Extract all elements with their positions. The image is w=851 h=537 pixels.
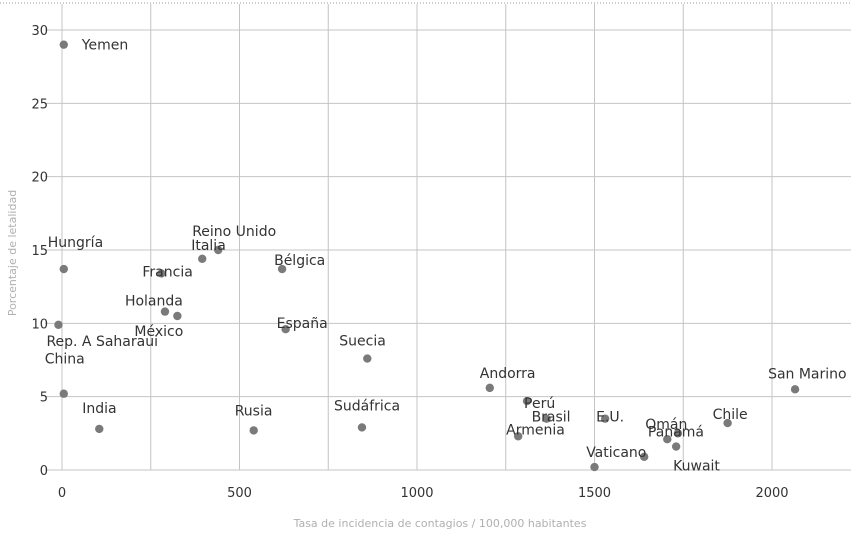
data-point <box>590 463 598 471</box>
x-tick-label: 2000 <box>755 486 788 501</box>
data-point <box>250 426 258 434</box>
point-label: Chile <box>713 407 748 423</box>
point-label: China <box>45 352 85 368</box>
y-tick-labels: 0 5 10 15 20 25 30 <box>31 24 48 479</box>
point-label: España <box>277 316 328 332</box>
y-tick-label: 15 <box>31 244 48 259</box>
x-tick-label: 1500 <box>578 486 611 501</box>
data-point <box>54 321 62 329</box>
point-label: Omán <box>645 417 687 433</box>
point-label: San Marino <box>768 366 847 382</box>
point-label: Rusia <box>235 403 273 419</box>
data-point <box>60 390 68 398</box>
x-tick-labels: 05001000150020002500300035004000 <box>58 486 851 501</box>
data-point <box>672 442 680 450</box>
point-label: Hungría <box>48 235 103 251</box>
point-label: Yemen <box>81 38 128 54</box>
point-label: Vaticano <box>586 445 646 461</box>
y-tick-label: 0 <box>40 464 48 479</box>
y-tick-label: 10 <box>31 317 48 332</box>
y-axis-label: Porcentaje de letalidad <box>6 190 19 316</box>
x-tick-label: 1000 <box>400 486 433 501</box>
point-label: Sudáfrica <box>334 398 400 414</box>
data-point <box>95 425 103 433</box>
data-point <box>358 423 366 431</box>
x-axis-label: Tasa de incidencia de contagios / 100,00… <box>293 517 587 530</box>
data-point <box>363 354 371 362</box>
y-tick-label: 30 <box>31 24 48 39</box>
point-label: Francia <box>142 264 192 280</box>
data-point <box>198 255 206 263</box>
data-point <box>791 385 799 393</box>
x-tick-label: 0 <box>58 486 66 501</box>
point-label: Rep. A Saharaui <box>46 334 158 350</box>
data-point <box>173 312 181 320</box>
data-point <box>60 40 68 48</box>
x-tick-label: 500 <box>227 486 252 501</box>
point-label: Suecia <box>339 334 386 350</box>
point-label: Italia <box>191 238 226 254</box>
point-label: Andorra <box>480 366 536 382</box>
y-tick-label: 25 <box>31 97 48 112</box>
grid <box>45 4 851 470</box>
y-tick-label: 5 <box>40 391 48 406</box>
point-label: Bélgica <box>274 253 325 269</box>
point-label: Kuwait <box>673 459 720 475</box>
data-point <box>486 384 494 392</box>
y-tick-label: 20 <box>31 171 48 186</box>
data-point <box>60 265 68 273</box>
point-label: Armenia <box>506 422 565 438</box>
point-label: Holanda <box>125 294 183 310</box>
point-label: E.U. <box>596 410 624 426</box>
point-label: India <box>82 401 116 417</box>
